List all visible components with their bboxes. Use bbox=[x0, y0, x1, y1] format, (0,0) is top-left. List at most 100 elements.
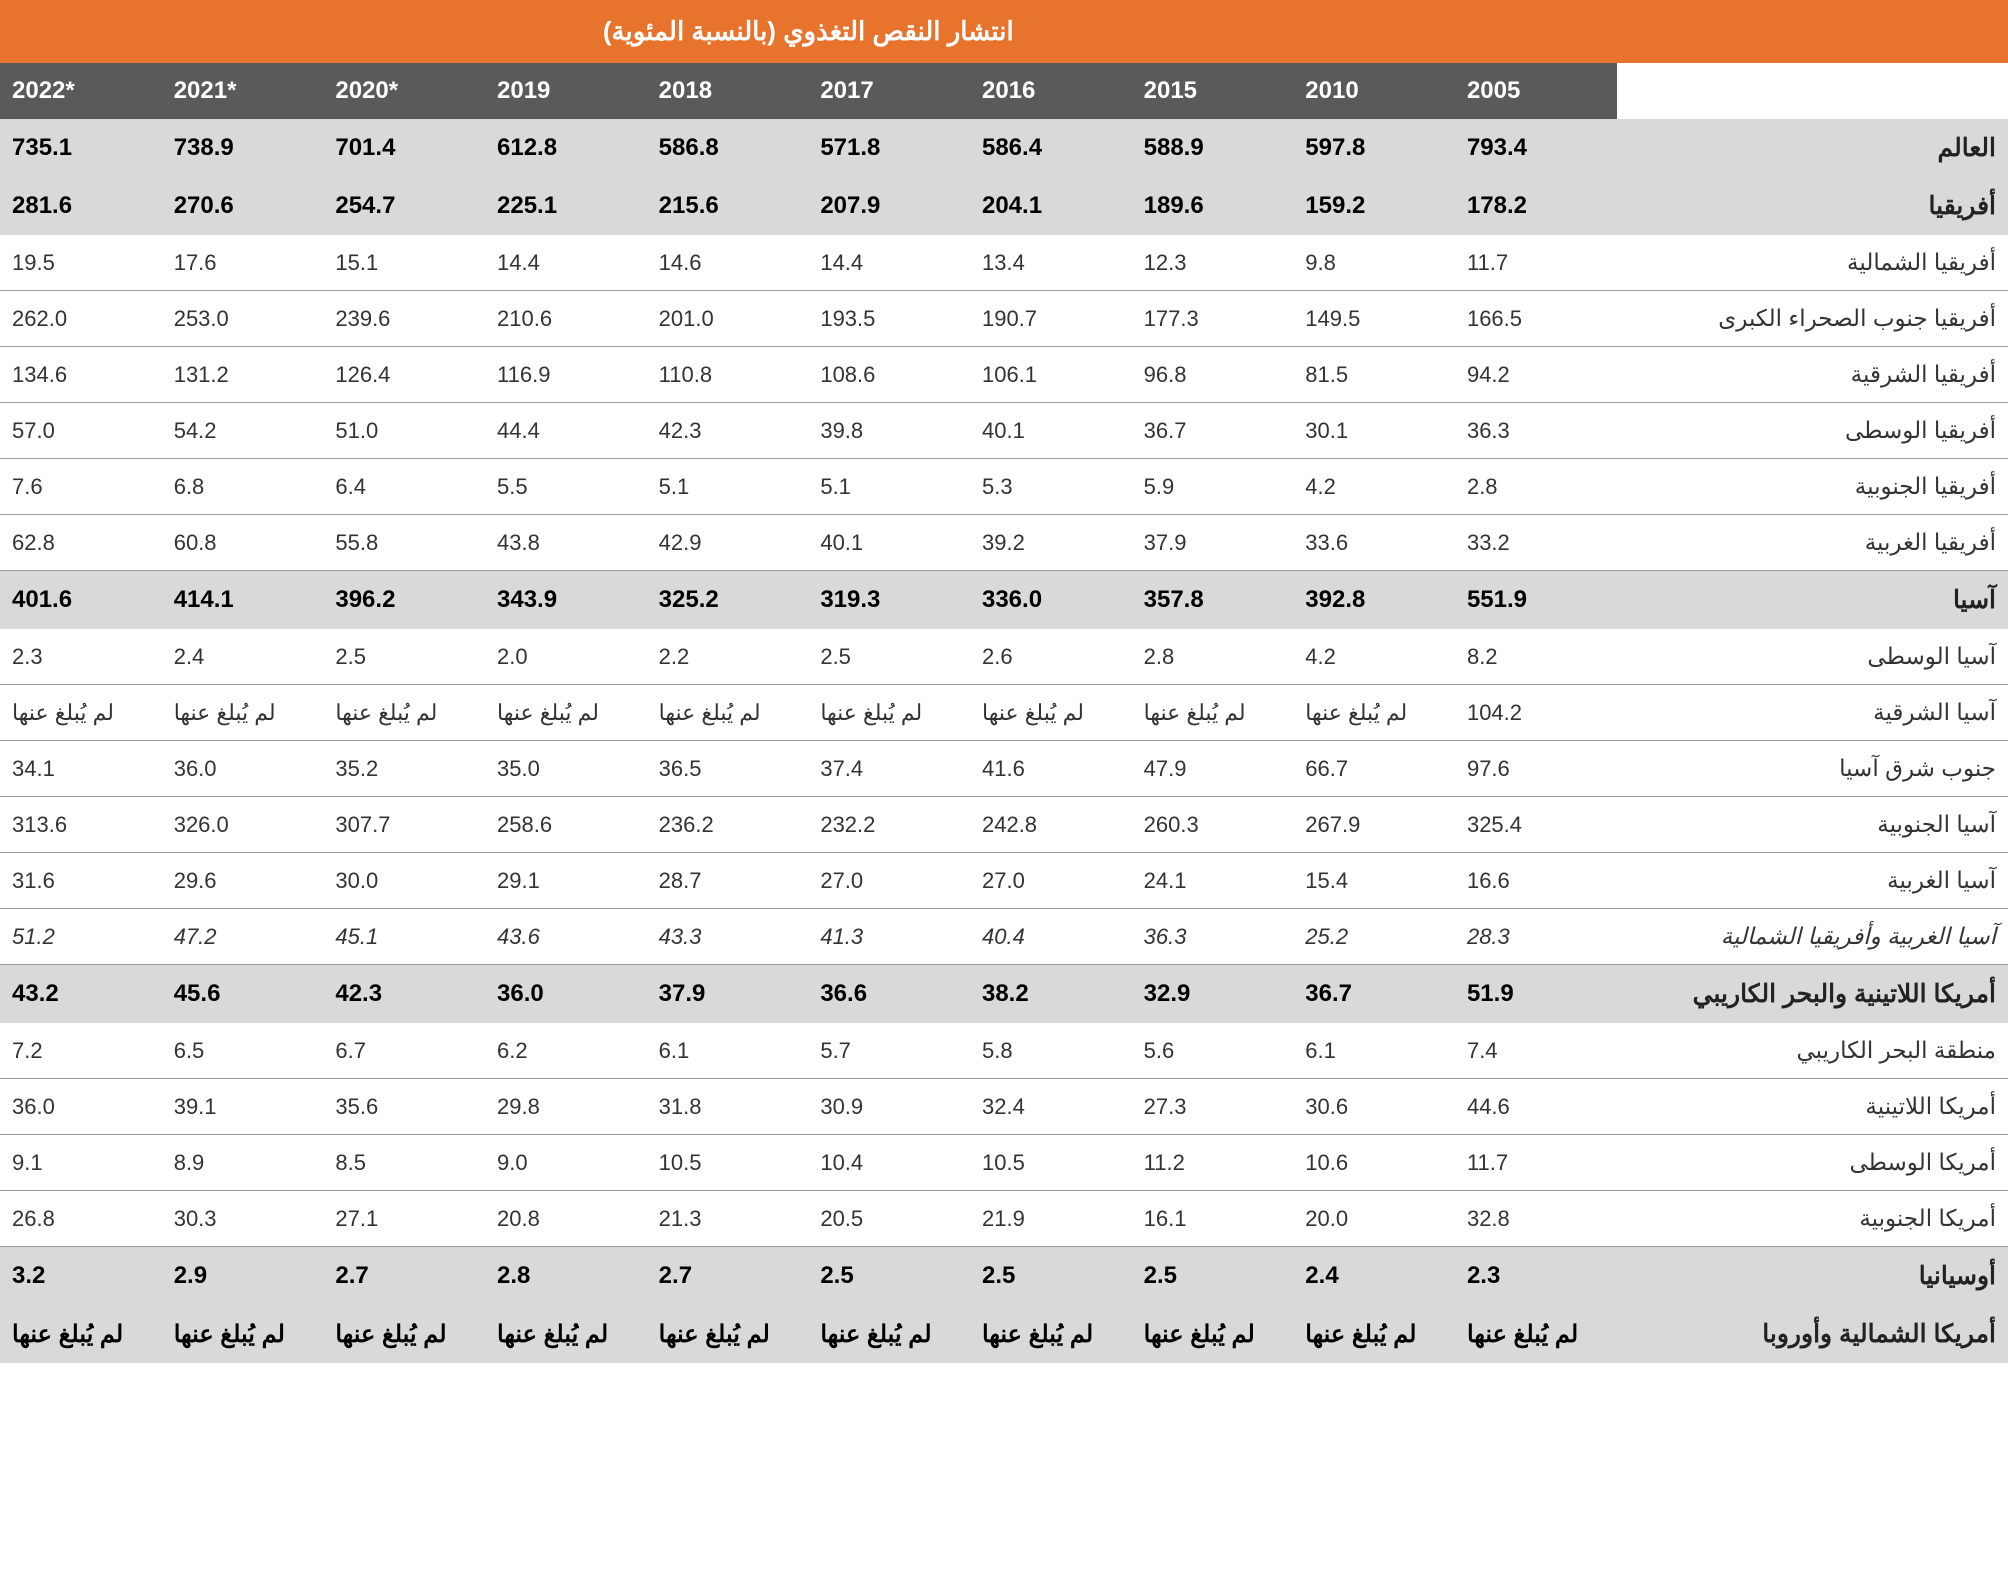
data-cell: 19.5 bbox=[0, 235, 162, 291]
table-row: أفريقيا الشرقية94.281.596.8106.1108.6110… bbox=[0, 347, 2008, 403]
data-cell: 42.3 bbox=[323, 965, 485, 1024]
data-cell: 96.8 bbox=[1132, 347, 1294, 403]
data-cell: 29.8 bbox=[485, 1079, 647, 1135]
data-cell: 178.2 bbox=[1455, 177, 1617, 235]
data-cell: 36.7 bbox=[1293, 965, 1455, 1024]
data-cell: 270.6 bbox=[162, 177, 324, 235]
data-cell: 313.6 bbox=[0, 797, 162, 853]
data-cell: 5.3 bbox=[970, 459, 1132, 515]
data-cell: 260.3 bbox=[1132, 797, 1294, 853]
data-cell: 55.8 bbox=[323, 515, 485, 571]
data-cell: 5.7 bbox=[808, 1023, 970, 1079]
data-cell: 793.4 bbox=[1455, 119, 1617, 177]
data-cell: 24.1 bbox=[1132, 853, 1294, 909]
data-cell: 37.9 bbox=[647, 965, 809, 1024]
data-cell: 14.4 bbox=[485, 235, 647, 291]
data-table-container: انتشار النقص التغذوي (بالنسبة المئوية) 2… bbox=[0, 0, 2008, 1363]
data-cell: 36.0 bbox=[162, 741, 324, 797]
data-cell: 2.3 bbox=[0, 629, 162, 685]
data-cell: 11.7 bbox=[1455, 1135, 1617, 1191]
data-cell: 5.6 bbox=[1132, 1023, 1294, 1079]
data-cell: 42.3 bbox=[647, 403, 809, 459]
data-cell: 35.2 bbox=[323, 741, 485, 797]
data-cell: 9.8 bbox=[1293, 235, 1455, 291]
data-cell: 39.8 bbox=[808, 403, 970, 459]
data-cell: لم يُبلغ عنها bbox=[808, 1305, 970, 1363]
data-cell: 104.2 bbox=[1455, 685, 1617, 741]
table-row: جنوب شرق آسيا97.666.747.941.637.436.535.… bbox=[0, 741, 2008, 797]
data-cell: 11.2 bbox=[1132, 1135, 1294, 1191]
data-cell: 36.3 bbox=[1132, 909, 1294, 965]
region-label: أفريقيا الشمالية bbox=[1617, 235, 2008, 291]
data-cell: 20.0 bbox=[1293, 1191, 1455, 1247]
data-cell: 43.2 bbox=[0, 965, 162, 1024]
data-cell: 21.9 bbox=[970, 1191, 1132, 1247]
data-cell: 5.8 bbox=[970, 1023, 1132, 1079]
table-row: أفريقيا الشمالية11.79.812.313.414.414.61… bbox=[0, 235, 2008, 291]
table-row: آسيا الغربية16.615.424.127.027.028.729.1… bbox=[0, 853, 2008, 909]
data-cell: لم يُبلغ عنها bbox=[0, 1305, 162, 1363]
data-cell: 215.6 bbox=[647, 177, 809, 235]
data-cell: 11.7 bbox=[1455, 235, 1617, 291]
data-cell: 254.7 bbox=[323, 177, 485, 235]
data-cell: 35.6 bbox=[323, 1079, 485, 1135]
col-2005: 2005 bbox=[1455, 63, 1617, 119]
data-cell: 588.9 bbox=[1132, 119, 1294, 177]
table-row: أمريكا الجنوبية32.820.016.121.920.521.32… bbox=[0, 1191, 2008, 1247]
data-cell: 735.1 bbox=[0, 119, 162, 177]
region-label: أفريقيا الوسطى bbox=[1617, 403, 2008, 459]
data-cell: 6.7 bbox=[323, 1023, 485, 1079]
data-cell: لم يُبلغ عنها bbox=[485, 1305, 647, 1363]
data-cell: 2.5 bbox=[808, 629, 970, 685]
data-cell: 4.2 bbox=[1293, 459, 1455, 515]
data-cell: 38.2 bbox=[970, 965, 1132, 1024]
data-cell: 116.9 bbox=[485, 347, 647, 403]
data-cell: 44.6 bbox=[1455, 1079, 1617, 1135]
table-row: آسيا الشرقية104.2لم يُبلغ عنهالم يُبلغ ع… bbox=[0, 685, 2008, 741]
data-cell: 27.3 bbox=[1132, 1079, 1294, 1135]
region-label: أفريقيا الشرقية bbox=[1617, 347, 2008, 403]
data-cell: 66.7 bbox=[1293, 741, 1455, 797]
col-2020: 2020* bbox=[323, 63, 485, 119]
data-cell: 31.6 bbox=[0, 853, 162, 909]
region-label: العالم bbox=[1617, 119, 2008, 177]
data-cell: 336.0 bbox=[970, 571, 1132, 630]
data-cell: 30.9 bbox=[808, 1079, 970, 1135]
data-cell: 51.0 bbox=[323, 403, 485, 459]
data-cell: 54.2 bbox=[162, 403, 324, 459]
data-cell: 6.5 bbox=[162, 1023, 324, 1079]
data-cell: 571.8 bbox=[808, 119, 970, 177]
data-cell: 7.4 bbox=[1455, 1023, 1617, 1079]
data-cell: 2.8 bbox=[1132, 629, 1294, 685]
region-label: أوسيانيا bbox=[1617, 1247, 2008, 1306]
region-label: أفريقيا bbox=[1617, 177, 2008, 235]
data-cell: 37.4 bbox=[808, 741, 970, 797]
data-cell: 30.6 bbox=[1293, 1079, 1455, 1135]
data-cell: 29.6 bbox=[162, 853, 324, 909]
data-cell: 6.1 bbox=[647, 1023, 809, 1079]
data-cell: 357.8 bbox=[1132, 571, 1294, 630]
table-row: أفريقيا الغربية33.233.637.939.240.142.94… bbox=[0, 515, 2008, 571]
data-cell: 253.0 bbox=[162, 291, 324, 347]
data-cell: 166.5 bbox=[1455, 291, 1617, 347]
data-cell: 2.9 bbox=[162, 1247, 324, 1306]
data-cell: 586.4 bbox=[970, 119, 1132, 177]
data-cell: 41.6 bbox=[970, 741, 1132, 797]
data-cell: 10.5 bbox=[970, 1135, 1132, 1191]
region-label: أمريكا اللاتينية bbox=[1617, 1079, 2008, 1135]
data-cell: 36.7 bbox=[1132, 403, 1294, 459]
data-cell: 20.8 bbox=[485, 1191, 647, 1247]
data-cell: 2.7 bbox=[647, 1247, 809, 1306]
data-cell: 33.2 bbox=[1455, 515, 1617, 571]
data-cell: 39.2 bbox=[970, 515, 1132, 571]
data-cell: لم يُبلغ عنها bbox=[808, 685, 970, 741]
data-cell: 45.1 bbox=[323, 909, 485, 965]
data-cell: لم يُبلغ عنها bbox=[323, 1305, 485, 1363]
data-cell: 3.2 bbox=[0, 1247, 162, 1306]
data-cell: 37.9 bbox=[1132, 515, 1294, 571]
data-cell: 612.8 bbox=[485, 119, 647, 177]
table-row: أمريكا الوسطى11.710.611.210.510.410.59.0… bbox=[0, 1135, 2008, 1191]
col-2018: 2018 bbox=[647, 63, 809, 119]
data-cell: 5.1 bbox=[808, 459, 970, 515]
data-cell: 701.4 bbox=[323, 119, 485, 177]
